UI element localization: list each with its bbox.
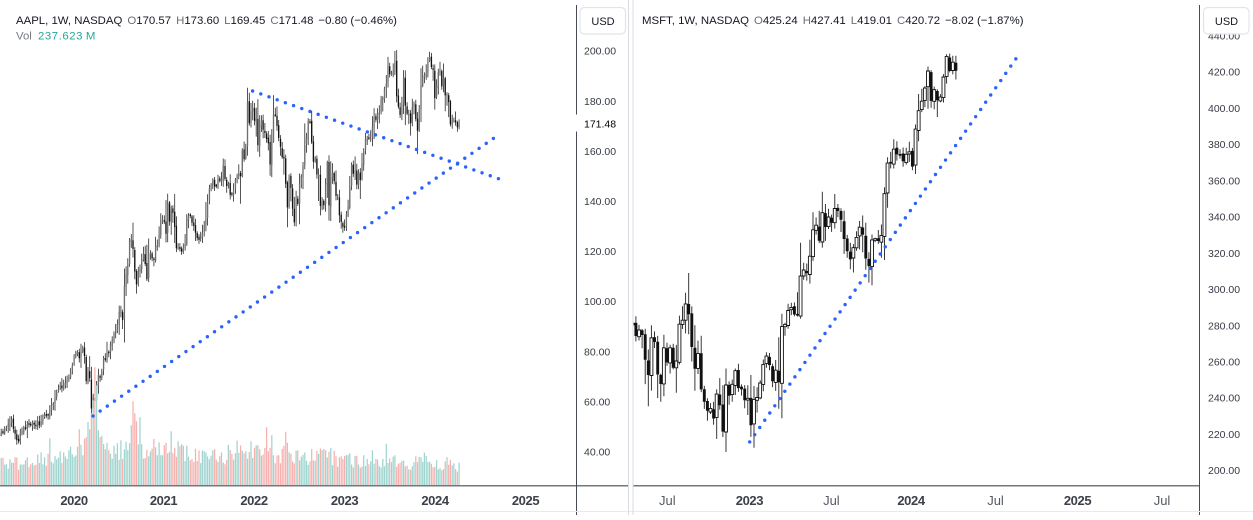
svg-text:340.00: 340.00 bbox=[1208, 212, 1240, 224]
svg-text:40.00: 40.00 bbox=[584, 447, 610, 459]
svg-text:2020: 2020 bbox=[60, 493, 87, 508]
svg-text:USD: USD bbox=[591, 16, 614, 28]
svg-text:USD: USD bbox=[1215, 16, 1238, 28]
svg-text:220.00: 220.00 bbox=[1208, 429, 1240, 441]
svg-text:360.00: 360.00 bbox=[1208, 175, 1240, 187]
svg-text:2022: 2022 bbox=[240, 493, 267, 508]
svg-text:240.00: 240.00 bbox=[1208, 393, 1240, 405]
svg-text:140.00: 140.00 bbox=[584, 196, 616, 208]
svg-text:Jul: Jul bbox=[823, 493, 840, 508]
svg-text:380.00: 380.00 bbox=[1208, 139, 1240, 151]
svg-text:2024: 2024 bbox=[897, 493, 925, 508]
svg-text:237.623 M: 237.623 M bbox=[38, 31, 96, 43]
svg-text:120.00: 120.00 bbox=[584, 246, 616, 258]
svg-text:2025: 2025 bbox=[1064, 493, 1091, 508]
svg-text:420.00: 420.00 bbox=[1208, 67, 1240, 79]
svg-text:Jul: Jul bbox=[659, 493, 676, 508]
svg-text:2023: 2023 bbox=[736, 493, 763, 508]
svg-text:180.00: 180.00 bbox=[584, 96, 616, 108]
svg-text:Jul: Jul bbox=[1154, 493, 1171, 508]
svg-text:2021: 2021 bbox=[150, 493, 177, 508]
svg-text:100.00: 100.00 bbox=[584, 296, 616, 308]
svg-text:320.00: 320.00 bbox=[1208, 248, 1240, 260]
svg-text:160.00: 160.00 bbox=[584, 146, 616, 158]
svg-text:200.00: 200.00 bbox=[1208, 465, 1240, 477]
svg-text:Jul: Jul bbox=[987, 493, 1004, 508]
svg-text:280.00: 280.00 bbox=[1208, 320, 1240, 332]
svg-text:300.00: 300.00 bbox=[1208, 284, 1240, 296]
svg-text:Vol: Vol bbox=[16, 31, 32, 43]
svg-text:171.48: 171.48 bbox=[584, 119, 616, 131]
svg-text:2023: 2023 bbox=[331, 493, 358, 508]
svg-text:2025: 2025 bbox=[512, 493, 539, 508]
svg-text:60.00: 60.00 bbox=[584, 396, 610, 408]
svg-text:400.00: 400.00 bbox=[1208, 103, 1240, 115]
svg-text:2024: 2024 bbox=[421, 493, 449, 508]
svg-text:80.00: 80.00 bbox=[584, 346, 610, 358]
svg-text:200.00: 200.00 bbox=[584, 46, 616, 58]
svg-text:260.00: 260.00 bbox=[1208, 357, 1240, 369]
